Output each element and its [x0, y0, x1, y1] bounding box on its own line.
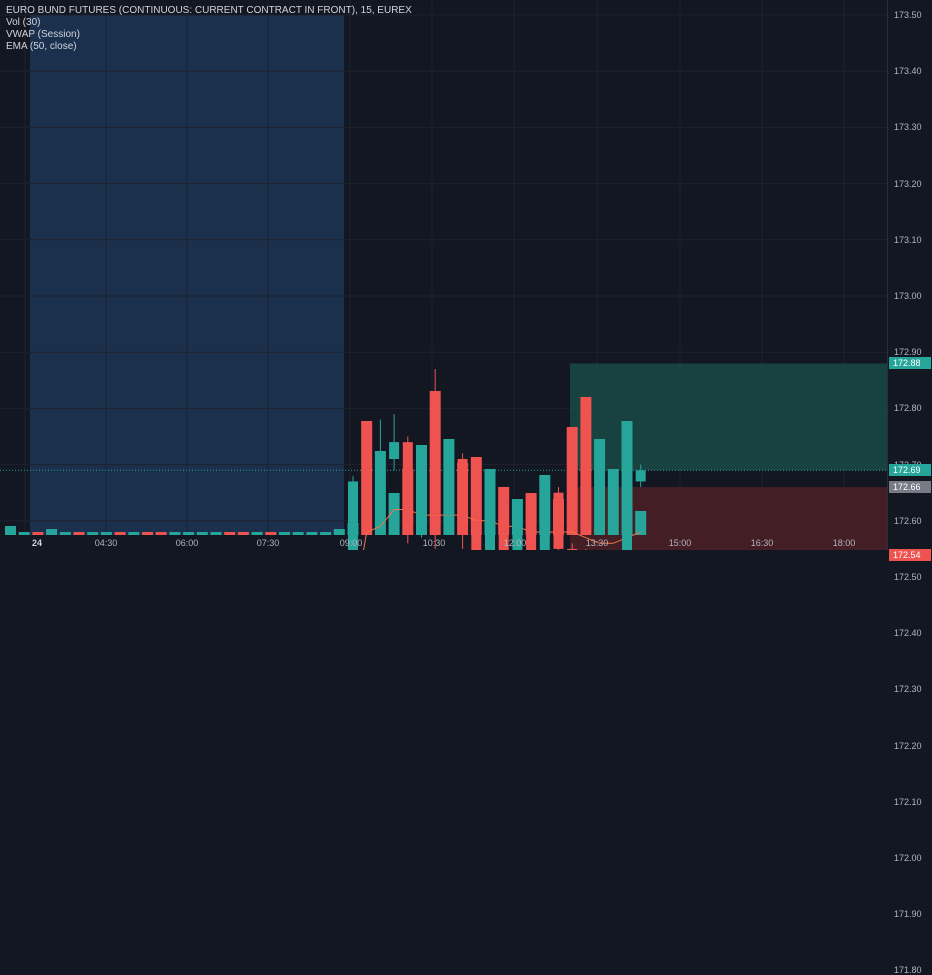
price-label: 172.50	[894, 572, 922, 582]
candle-body	[348, 481, 358, 572]
volume-bar	[210, 532, 222, 535]
volume-bar	[594, 439, 606, 535]
volume-bar	[251, 532, 263, 535]
volume-bar	[292, 532, 304, 535]
price-label: 173.00	[894, 291, 922, 301]
volume-bar	[5, 526, 16, 535]
time-label: 18:00	[832, 538, 856, 548]
price-tag: 172.54	[889, 548, 931, 561]
volume-bar	[566, 427, 578, 535]
volume-bar	[224, 532, 236, 535]
volume-bar	[607, 469, 619, 535]
chart-legend: EURO BUND FUTURES (CONTINUOUS: CURRENT C…	[6, 5, 412, 53]
time-label: 06:00	[175, 538, 199, 548]
candle-body	[416, 453, 427, 533]
price-label: 172.10	[894, 796, 922, 807]
legend-volume[interactable]: Vol (30)	[6, 17, 41, 28]
price-label: 173.10	[894, 234, 922, 245]
price-label: 171.90	[894, 909, 922, 920]
time-label: 15:00	[668, 538, 692, 548]
candle-body	[498, 515, 509, 555]
volume-bar	[18, 532, 30, 535]
time-label: 09:00	[339, 538, 363, 548]
volume-bar	[46, 529, 58, 535]
legend-vwap[interactable]: VWAP (Session)	[6, 29, 80, 40]
price-scale[interactable]: 173.50 173.40 173.30 173.20 173.10 173.00 172.…	[887, 0, 932, 975]
volume-bar	[100, 532, 112, 535]
volume-bar	[635, 511, 647, 535]
volume-bar	[73, 532, 85, 535]
volume-bar	[470, 457, 482, 535]
price-label: 172.60	[894, 515, 922, 526]
price-label: 173.30	[894, 122, 922, 133]
volume-bar	[59, 532, 71, 535]
price-label: 173.40	[894, 66, 922, 77]
candle-body	[430, 453, 441, 516]
time-label: 12:00	[503, 538, 527, 548]
price-label: 172.40	[894, 628, 922, 639]
volume-bar	[183, 532, 195, 535]
price-label: 173.20	[894, 178, 922, 189]
volume-bar	[580, 397, 592, 535]
candlestick-chart[interactable]	[0, 0, 887, 971]
price-label: 172.20	[894, 740, 922, 751]
candle-body	[526, 520, 537, 561]
price-label: 172.80	[894, 403, 922, 414]
candle-body	[622, 481, 632, 561]
candle-body	[361, 481, 372, 521]
chart-area[interactable]: EURO BUND FUTURES (CONTINUOUS: CURRENT C…	[0, 0, 887, 971]
price-tag: 172.66	[889, 481, 931, 494]
candle-body	[485, 515, 495, 572]
volume-bar	[388, 493, 400, 535]
candle-body	[539, 492, 550, 561]
candle-body	[402, 442, 413, 533]
volume-bar	[128, 532, 140, 535]
legend-ema[interactable]: EMA (50, close)	[6, 41, 77, 52]
volume-bar	[114, 532, 126, 535]
price-label: 172.00	[894, 853, 922, 863]
price-tag: 172.88	[889, 357, 931, 370]
volume-bar	[279, 532, 290, 535]
time-label: 04:30	[94, 538, 118, 548]
volume-bar	[142, 532, 153, 535]
time-label: 13:30	[585, 538, 609, 548]
candle-body	[457, 458, 468, 521]
volume-bar	[265, 532, 277, 535]
volume-bar	[169, 532, 181, 535]
price-label: 171.80	[894, 965, 922, 975]
price-label: 172.30	[894, 684, 922, 695]
price-tag: 172.69	[889, 464, 931, 477]
candle-body	[471, 520, 482, 572]
volume-bar	[155, 532, 167, 535]
candle-body	[635, 470, 646, 482]
time-label: 16:30	[750, 538, 774, 548]
legend-symbol[interactable]: EURO BUND FUTURES (CONTINUOUS: CURRENT C…	[6, 5, 412, 16]
price-label: 173.50	[894, 10, 922, 20]
volume-bar	[32, 532, 44, 535]
volume-bar	[333, 529, 345, 535]
candle-body	[375, 458, 386, 521]
price-label: 172.90	[894, 347, 922, 358]
volume-bar	[87, 532, 99, 535]
volume-bar	[196, 532, 208, 535]
time-label: 10:30	[422, 538, 446, 548]
target-zone	[570, 363, 887, 471]
volume-bar	[306, 532, 318, 535]
candle-body	[443, 458, 454, 516]
time-label: 07:30	[256, 538, 280, 548]
candle-body	[553, 492, 564, 549]
candle-body	[512, 520, 523, 555]
time-label: 24	[31, 538, 43, 548]
candle-body	[389, 442, 400, 459]
volume-bar	[320, 532, 332, 535]
volume-bar	[237, 532, 249, 535]
